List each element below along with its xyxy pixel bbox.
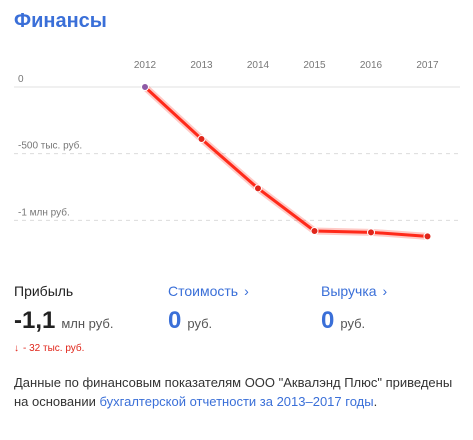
profit-unit: млн руб. [61,316,114,331]
accounting-report-link[interactable]: бухгалтерской отчетности за 2013–2017 го… [99,394,374,409]
data-point [310,227,319,235]
profit-value: -1,1 [14,307,56,334]
data-point [197,135,206,143]
y-tick-label: -1 млн руб. [18,206,70,218]
note-end: . [373,394,378,409]
x-tick-label: 2016 [360,60,383,71]
series-line [143,85,429,238]
chevron-right-icon: › [244,283,249,299]
series-line-glow [141,83,431,240]
x-tick-label: 2014 [247,60,270,71]
revenue-metric: Выручка › 0 руб. [321,283,387,335]
profit-delta-text: - 32 тыс. руб. [23,343,85,354]
data-source-note: Данные по финансовым показателям ООО "Ак… [14,373,454,411]
profit-metric: Прибыль -1,1 млн руб. [14,283,113,335]
revenue-value: 0 [321,307,335,334]
data-point [367,228,375,237]
profit-label: Прибыль [14,283,74,299]
x-tick-label: 2013 [190,60,213,71]
revenue-link[interactable]: Выручка › [321,283,387,299]
cost-value: 0 [168,307,182,334]
profit-delta: ↓ - 32 тыс. руб. [14,343,84,354]
section-title: Финансы [14,10,107,32]
y-tick-label: -500 тыс. руб. [18,140,82,152]
arrow-down-icon: ↓ [14,343,19,354]
cost-metric: Стоимость › 0 руб. [168,283,249,335]
x-tick-label: 2012 [134,60,157,71]
cost-label: Стоимость [168,283,239,299]
chevron-right-icon: › [382,283,388,299]
finance-line-chart: 0 -500 тыс. руб. -1 млн руб. 2012 2013 2014 20… [14,60,460,241]
y-tick-label: 0 [18,74,24,85]
data-point [254,184,262,193]
revenue-label: Выручка [321,283,377,299]
data-point [141,83,149,91]
x-tick-label: 2015 [303,60,326,71]
cost-unit: руб. [187,316,213,331]
revenue-unit: руб. [340,316,366,331]
note-text: Данные по финансовым показателям ООО "Ак… [14,375,453,409]
data-point [423,232,432,241]
x-tick-label: 2017 [416,60,439,71]
cost-link[interactable]: Стоимость › [168,283,249,299]
